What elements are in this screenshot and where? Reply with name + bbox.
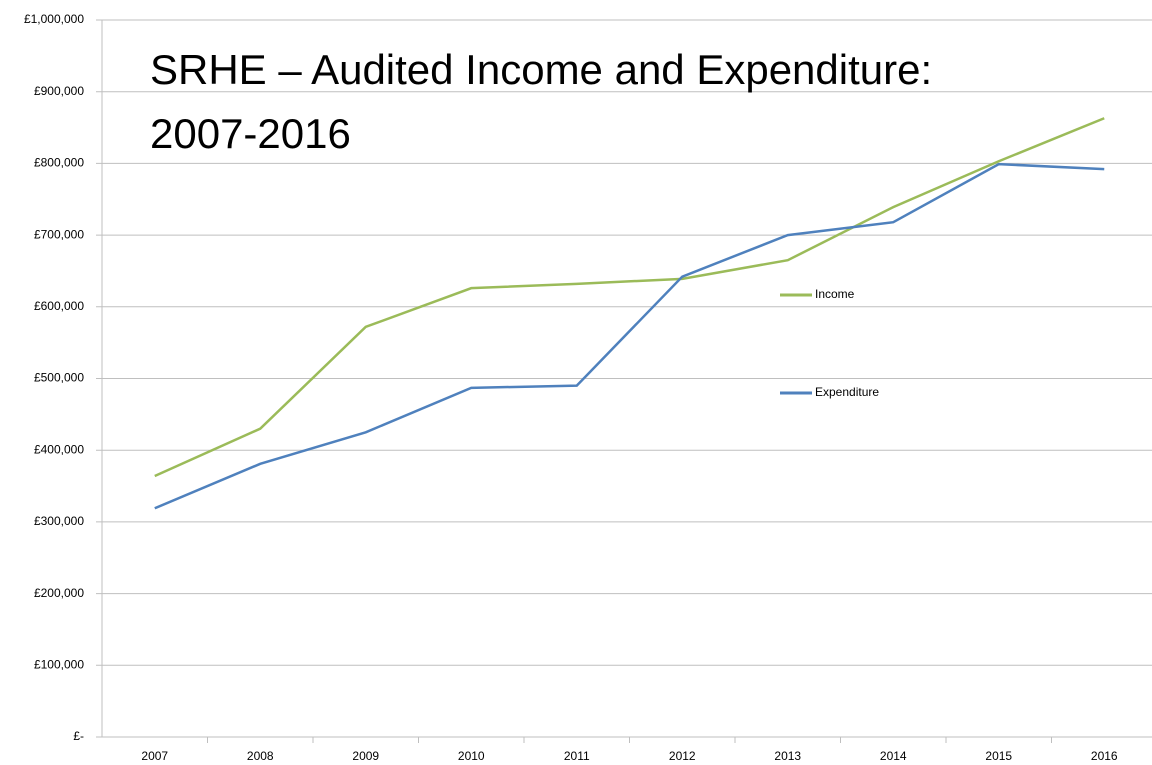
x-tick-label: 2015 — [985, 749, 1012, 763]
y-tick-label: £- — [73, 729, 84, 743]
y-tick-label: £500,000 — [34, 371, 84, 385]
line-series — [154, 162, 1105, 510]
line-series — [154, 117, 1105, 478]
y-tick-label: £100,000 — [34, 657, 84, 671]
y-tick-label: £800,000 — [34, 156, 84, 170]
y-tick-label: £200,000 — [34, 586, 84, 600]
legend-label: Income — [815, 287, 855, 301]
x-tick-label: 2009 — [352, 749, 379, 763]
y-tick-label: £700,000 — [34, 227, 84, 241]
chart-title: SRHE – Audited Income and Expenditure: 2… — [150, 46, 933, 157]
x-tick-label: 2008 — [247, 749, 274, 763]
x-tick-label: 2014 — [880, 749, 907, 763]
x-tick-label: 2013 — [774, 749, 801, 763]
y-tick-label: £1,000,000 — [24, 12, 84, 26]
legend-label: Expenditure — [815, 385, 879, 399]
y-tick-label: £400,000 — [34, 442, 84, 456]
y-tick-label: £300,000 — [34, 514, 84, 528]
x-tick-label: 2011 — [564, 749, 590, 763]
x-tick-label: 2010 — [458, 749, 485, 763]
x-tick-label: 2007 — [141, 749, 168, 763]
x-tick-label: 2012 — [669, 749, 696, 763]
y-tick-label: £600,000 — [34, 299, 84, 313]
x-tick-label: 2016 — [1091, 749, 1118, 763]
y-tick-label: £900,000 — [34, 84, 84, 98]
